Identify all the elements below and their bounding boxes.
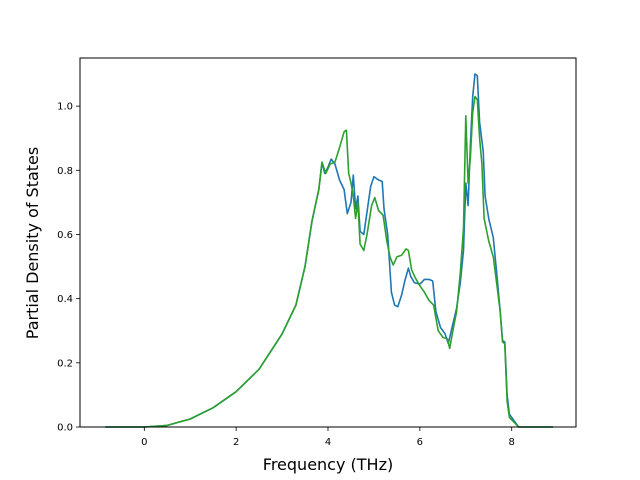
y-axis: 0.0 0.2 0.4 0.6 0.8 1.0 bbox=[57, 102, 80, 434]
x-tick-label: 2 bbox=[233, 437, 239, 448]
x-axis-label: Frequency (THz) bbox=[263, 455, 393, 474]
x-tick-label: 8 bbox=[509, 437, 515, 448]
x-tick-label: 4 bbox=[325, 437, 331, 448]
y-tick-label: 0.2 bbox=[57, 358, 73, 369]
y-tick-label: 1.0 bbox=[57, 102, 73, 113]
x-axis: 0 2 4 6 8 bbox=[141, 427, 515, 448]
x-tick-label: 0 bbox=[141, 437, 147, 448]
y-tick-label: 0.0 bbox=[57, 423, 73, 434]
y-tick-label: 0.8 bbox=[57, 166, 73, 177]
series-line-1 bbox=[105, 95, 553, 428]
y-tick-label: 0.6 bbox=[57, 230, 73, 241]
y-axis-label: Partial Density of States bbox=[23, 147, 42, 339]
series-layer bbox=[105, 73, 553, 428]
x-tick-label: 6 bbox=[417, 437, 423, 448]
y-tick-label: 0.4 bbox=[57, 294, 73, 305]
